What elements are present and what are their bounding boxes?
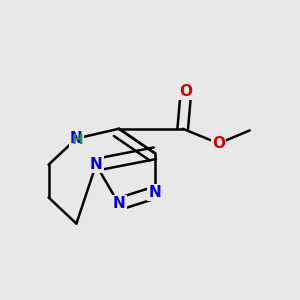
Text: N: N [70,131,83,146]
Text: N: N [90,157,102,172]
Text: H: H [72,133,84,147]
Text: O: O [179,84,193,99]
Text: N: N [112,196,125,211]
Text: O: O [212,136,225,151]
Text: N: N [148,185,161,200]
